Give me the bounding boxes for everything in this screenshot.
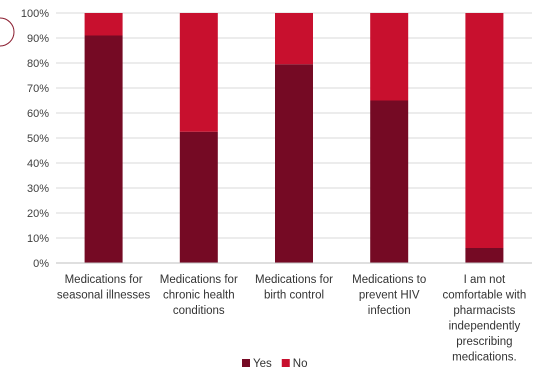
bar-segment-yes-4 <box>465 248 504 263</box>
bar-segment-no-4 <box>465 13 504 248</box>
y-tick-label: 0% <box>33 258 49 270</box>
y-tick-label: 40% <box>27 158 49 170</box>
bar-segment-yes-1 <box>179 131 218 263</box>
category-label-line: seasonal illnesses <box>57 290 151 302</box>
bar-segment-no-1 <box>179 13 218 132</box>
y-axis-tick-labels: 0% 10% 20% 30% 40% 50% 60% 70% 80% 90% 100% <box>21 8 49 270</box>
category-label-line: prevent HIV <box>359 290 420 302</box>
category-label: Medications for birth control <box>255 274 333 302</box>
bar-segment-yes-2 <box>275 64 313 263</box>
y-tick-label: 70% <box>27 83 49 95</box>
category-label-line: independently <box>449 321 521 333</box>
category-label-line: Medications for <box>65 274 143 286</box>
y-tick-label: 100% <box>21 8 49 20</box>
category-label-line: I am not <box>464 274 506 286</box>
bar-segment-no-3 <box>370 13 409 101</box>
category-label-line: chronic health <box>163 290 235 302</box>
legend: Yes No <box>242 358 307 370</box>
category-labels: Medications for seasonal illnessesMedicat… <box>57 274 526 364</box>
y-tick-label: 20% <box>27 208 49 220</box>
bar-segment-no-0 <box>84 13 123 36</box>
y-tick-label: 50% <box>27 133 49 145</box>
y-tick-label: 10% <box>27 233 49 245</box>
category-label-line: medications. <box>452 352 517 364</box>
bar-segment-yes-0 <box>84 35 123 263</box>
bar-segment-no-2 <box>275 13 313 65</box>
category-label: Medications to prevent HIV infection <box>352 274 426 317</box>
category-label-line: comfortable with <box>443 290 527 302</box>
category-label-line: conditions <box>173 305 225 317</box>
legend-swatch-no <box>281 359 290 367</box>
category-label-line: infection <box>368 305 411 317</box>
legend-swatch-yes <box>242 359 250 367</box>
category-label: Medications for chronic health conditions <box>160 274 238 317</box>
bars <box>84 13 504 263</box>
category-label-line: pharmacists <box>453 305 515 317</box>
category-label-line: prescribing <box>456 336 512 348</box>
y-tick-label: 90% <box>27 33 49 45</box>
category-label-line: birth control <box>264 290 324 302</box>
category-label-line: Medications for <box>160 274 238 286</box>
category-label-line: Medications to <box>352 274 426 286</box>
category-label: Medications for seasonal illnesses <box>57 274 151 302</box>
y-tick-label: 30% <box>27 183 49 195</box>
legend-label-no: No <box>293 358 308 370</box>
y-tick-label: 60% <box>27 108 49 120</box>
category-label: I am not comfortable with pharmacists indep… <box>443 274 527 364</box>
edge-circle-decoration <box>0 17 15 47</box>
y-tick-label: 80% <box>27 58 49 70</box>
category-label-line: Medications for <box>255 274 333 286</box>
bar-segment-yes-3 <box>370 100 409 263</box>
legend-label-yes: Yes <box>253 358 272 370</box>
